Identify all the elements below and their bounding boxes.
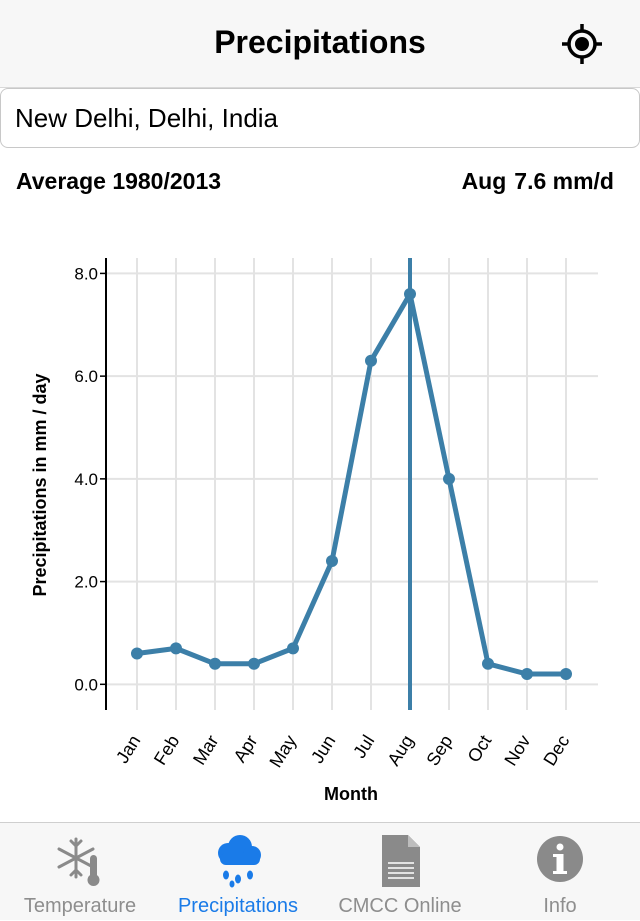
data-point-dec [560,668,572,681]
tab-precipitations-label: Precipitations [177,895,299,917]
data-point-jul [365,354,377,367]
navigation-bar: Precipitations [0,0,640,88]
data-point-apr [248,657,260,670]
data-point-sep [443,472,455,485]
y-tick-label: 6.0 [74,367,98,386]
y-tick-label: 8.0 [74,264,98,283]
x-tick-label: May [265,732,300,771]
tab-temperature-label: Temperature [23,895,137,917]
x-tick-label: Aug [383,732,417,770]
x-tick-label: Nov [500,732,534,770]
page-title: Precipitations [214,24,426,60]
y-axis-title: Precipitations in mm / day [30,373,50,596]
tab-bar: Temperature Precipitations [0,822,640,920]
data-point-oct [482,657,494,670]
location-search-field[interactable]: New Delhi, Delhi, India [0,88,640,148]
tab-cmcc-online-label: CMCC Online [338,895,462,917]
data-point-jun [326,555,338,568]
precipitation-series-line [134,291,569,677]
data-point-feb [170,642,182,655]
tab-info[interactable]: Info [480,823,640,921]
document-icon [382,835,420,887]
selected-month-label: Aug [461,168,507,194]
x-tick-label: Oct [464,732,496,766]
x-tick-label: Dec [539,732,573,770]
x-tick-label: Sep [422,732,456,770]
y-tick-label: 0.0 [74,675,98,694]
y-tick-label: 2.0 [74,573,98,592]
data-point-mar [209,657,221,670]
x-tick-label: Mar [189,732,222,769]
selected-month-readout: Aug 7.6 mm/d [462,168,614,195]
tab-cmcc-online[interactable]: CMCC Online [320,823,480,921]
snowflake-thermometer-icon [57,837,100,886]
data-point-jan [131,647,143,660]
y-tick-label: 4.0 [74,470,98,489]
x-tick-label: Apr [230,732,262,766]
selected-month-value: 7.6 mm/d [514,168,614,194]
location-search-value[interactable]: New Delhi, Delhi, India [15,103,279,133]
tab-precipitations[interactable]: Precipitations [158,823,318,921]
crosshair-locate-icon[interactable] [560,22,604,66]
tab-info-label: Info [543,895,577,917]
x-axis-title: Month [324,784,378,804]
precipitation-line-chart[interactable]: 0.0 2.0 4.0 6.0 8.0 Jan Feb Mar Apr May Jun Jul Aug S… [0,240,640,820]
average-period-label: Average 1980/2013 [16,168,222,194]
tab-temperature[interactable]: Temperature [0,823,160,921]
x-tick-label: Jun [307,732,339,767]
x-tick-label: Feb [150,732,183,769]
data-point-nov [521,668,533,681]
x-tick-label: Jan [112,732,144,767]
info-icon [537,836,583,882]
data-point-may [287,642,299,655]
rain-cloud-icon [218,835,261,888]
data-point-aug [404,287,416,300]
x-tick-label: Jul [349,732,378,762]
